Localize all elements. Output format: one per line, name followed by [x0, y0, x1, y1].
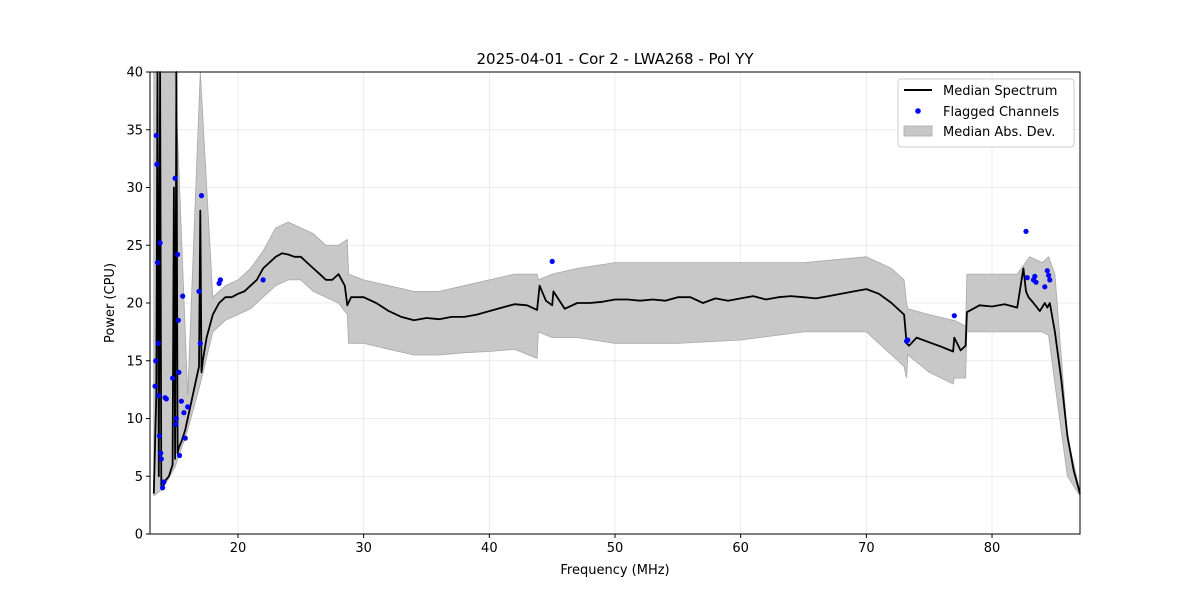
flagged-channel-point	[217, 277, 223, 283]
flagged-channel-point	[1042, 284, 1048, 290]
flagged-channel-point	[173, 415, 179, 422]
flagged-channel-point	[182, 435, 188, 441]
median-spectrum-line	[152, 71, 1081, 494]
flagged-channel-point	[173, 421, 179, 427]
flagged-channel-point	[549, 258, 555, 264]
flagged-channel-point	[170, 375, 176, 381]
flagged-channel-point	[158, 450, 164, 456]
flagged-channel-point	[153, 358, 159, 364]
legend-point-swatch	[915, 108, 921, 114]
flagged-channel-point	[175, 251, 181, 258]
legend-label-median-abs-dev: Median Abs. Dev.	[943, 125, 1055, 140]
flagged-channel-point	[154, 260, 161, 266]
flagged-channel-point	[175, 317, 181, 323]
flagged-channel-point	[1024, 275, 1030, 281]
flagged-channel-point	[180, 293, 186, 299]
y-tick-label: 35	[126, 123, 143, 138]
x-tick-label: 80	[984, 541, 1001, 556]
x-tick-label: 70	[858, 541, 875, 556]
flagged-channel-point	[1046, 272, 1052, 278]
flagged-channel-point	[176, 369, 182, 375]
plot-area	[149, 71, 1081, 535]
legend: Median Spectrum Flagged Channels Median …	[897, 78, 1075, 148]
flagged-channel-point	[1047, 277, 1053, 283]
y-tick-label: 25	[126, 239, 143, 254]
y-tick-label: 40	[126, 66, 143, 81]
flagged-channel-point	[185, 404, 191, 410]
flagged-channel-point	[157, 240, 163, 246]
x-axis-label: Frequency (MHz)	[560, 563, 669, 578]
flagged-channel-point	[158, 456, 164, 462]
flagged-channel-point	[172, 175, 178, 181]
flagged-channel-point	[154, 161, 160, 167]
flagged-points-layer	[152, 132, 1053, 491]
flagged-channel-point	[176, 452, 183, 459]
flagged-channel-point	[181, 410, 187, 416]
y-tick-label: 20	[126, 297, 143, 312]
x-tick-label: 30	[355, 541, 372, 556]
median-line-layer	[152, 71, 1081, 494]
legend-label-flagged-channels: Flagged Channels	[943, 105, 1059, 120]
flagged-channel-point	[1032, 273, 1038, 279]
flagged-channel-point	[156, 433, 162, 439]
y-axis-label: Power (CPU)	[103, 263, 118, 343]
flagged-channel-point	[260, 277, 266, 283]
x-tick-label: 50	[607, 541, 624, 556]
x-tick-label: 20	[230, 541, 247, 556]
flagged-channel-point	[155, 340, 161, 346]
legend-label-median-spectrum: Median Spectrum	[943, 84, 1057, 99]
y-tick-label: 10	[126, 412, 143, 427]
x-tick-label: 60	[732, 541, 749, 556]
flagged-channel-point	[951, 313, 957, 319]
legend-box	[897, 78, 1075, 148]
flagged-channel-point	[178, 398, 184, 404]
flagged-channel-point	[160, 485, 166, 491]
flagged-channel-point	[1033, 279, 1039, 285]
flagged-channel-point	[905, 337, 911, 343]
flagged-channel-point	[156, 392, 162, 398]
flagged-channel-point	[163, 396, 169, 402]
x-tick-label: 40	[481, 541, 498, 556]
legend-band-swatch	[903, 125, 933, 137]
flagged-channel-point	[1023, 228, 1029, 234]
flagged-channel-point	[161, 479, 167, 485]
flagged-channel-point	[196, 288, 202, 294]
y-axis: 0 5 10 15 20 25 30 35 40	[126, 66, 150, 543]
x-axis: 20 30 40 50 60 70 80	[230, 534, 1001, 556]
flagged-channel-point	[153, 132, 159, 139]
flagged-channel-point	[152, 383, 158, 389]
chart-title: 2025-04-01 - Cor 2 - LWA268 - Pol YY	[477, 50, 755, 68]
y-tick-label: 15	[126, 354, 143, 369]
flagged-channel-point	[1044, 268, 1050, 274]
y-tick-label: 0	[135, 528, 143, 543]
y-tick-label: 30	[126, 181, 143, 196]
y-tick-label: 5	[135, 470, 143, 485]
flagged-channel-point	[197, 340, 203, 346]
flagged-channel-point	[198, 193, 205, 199]
